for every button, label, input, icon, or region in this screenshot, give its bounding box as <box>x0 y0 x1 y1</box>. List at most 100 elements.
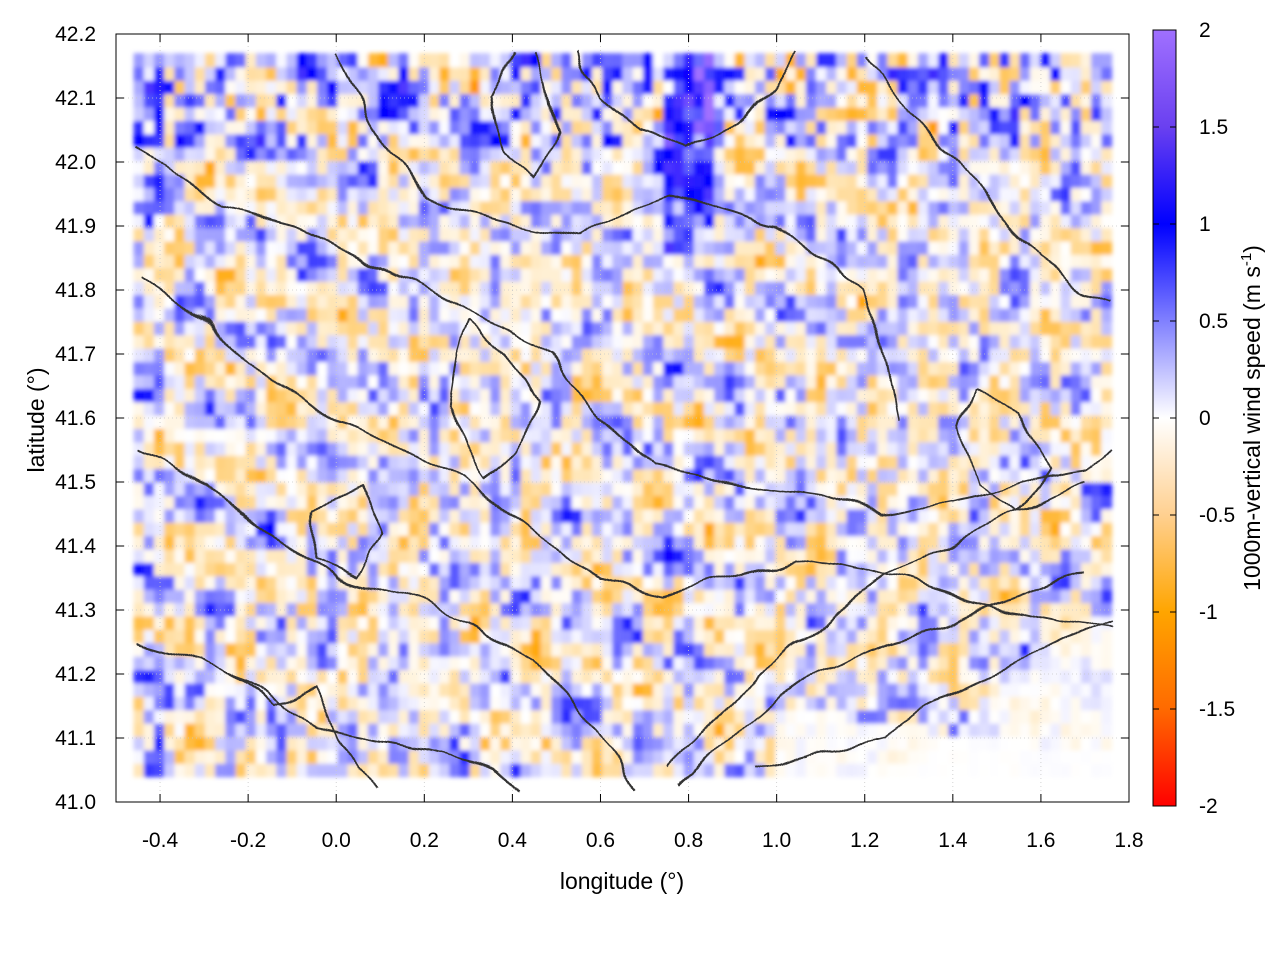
heatmap-cell <box>296 213 308 229</box>
heatmap-cell <box>734 508 746 523</box>
heatmap-cell <box>1060 521 1072 537</box>
heatmap-cell <box>428 441 440 456</box>
heatmap-cell <box>602 548 614 563</box>
heatmap-cell <box>612 294 624 309</box>
heatmap-cell <box>785 133 797 148</box>
heatmap-cell <box>469 414 481 429</box>
heatmap-cell <box>989 401 1001 416</box>
heatmap-cell <box>561 294 573 309</box>
heatmap-cell <box>978 334 990 349</box>
heatmap-cell <box>938 294 950 309</box>
heatmap-cell <box>337 321 349 336</box>
heatmap-cell <box>816 106 828 121</box>
heatmap-cell <box>602 655 614 671</box>
heatmap-cell <box>663 133 675 148</box>
heatmap-cell <box>153 562 165 577</box>
heatmap-cell <box>1029 495 1041 510</box>
heatmap-cell <box>958 495 970 510</box>
heatmap-cell <box>795 374 807 389</box>
heatmap-cell <box>1019 227 1031 242</box>
heatmap-cell <box>153 414 165 429</box>
heatmap-cell <box>164 722 176 738</box>
heatmap-cell <box>398 307 410 322</box>
heatmap-cell <box>194 682 206 697</box>
heatmap-cell <box>1019 213 1031 229</box>
heatmap-cell <box>479 307 491 322</box>
heatmap-cell <box>357 280 369 296</box>
heatmap-cell <box>642 749 654 764</box>
heatmap-cell <box>826 669 838 684</box>
heatmap-cell <box>999 361 1011 376</box>
heatmap-cell <box>1080 615 1092 630</box>
heatmap-cell <box>693 133 705 148</box>
heatmap-cell <box>948 93 960 108</box>
heatmap-cell <box>561 629 573 644</box>
heatmap-cell <box>408 401 420 416</box>
heatmap-cell <box>520 173 532 188</box>
heatmap-cell <box>1060 173 1072 188</box>
heatmap-cell <box>622 468 634 483</box>
heatmap-cell <box>215 213 227 229</box>
heatmap-cell <box>877 160 889 175</box>
heatmap-cell <box>184 388 196 403</box>
heatmap-cell <box>1091 79 1102 95</box>
heatmap-cell <box>978 280 990 296</box>
heatmap-cell <box>805 307 817 322</box>
heatmap-cell <box>785 615 797 630</box>
heatmap-cell <box>1019 535 1031 550</box>
heatmap-cell <box>714 334 726 349</box>
heatmap-cell <box>500 213 512 229</box>
heatmap-cell <box>826 213 838 229</box>
heatmap-cell <box>1019 267 1031 282</box>
heatmap-cell <box>479 160 491 175</box>
heatmap-cell <box>734 347 746 363</box>
heatmap-cell <box>581 629 593 644</box>
heatmap-cell <box>164 481 176 496</box>
heatmap-cell <box>245 187 257 202</box>
heatmap-cell <box>327 481 339 496</box>
heatmap-cell <box>296 521 308 537</box>
heatmap-cell <box>194 388 206 403</box>
heatmap-cell <box>225 481 237 496</box>
heatmap-cell <box>978 79 990 95</box>
heatmap-cell <box>337 307 349 322</box>
heatmap-cell <box>357 388 369 403</box>
heatmap-cell <box>673 93 685 108</box>
heatmap-cell <box>316 280 328 296</box>
heatmap-cell <box>449 709 461 724</box>
heatmap-cell <box>490 240 502 255</box>
heatmap-cell <box>245 200 257 215</box>
heatmap-cell <box>663 361 675 376</box>
heatmap-cell <box>490 347 502 363</box>
heatmap-cell <box>255 682 267 697</box>
heatmap-cell <box>1040 173 1052 188</box>
heatmap-cell <box>917 441 929 456</box>
heatmap-cell <box>551 160 563 175</box>
heatmap-cell <box>255 562 267 577</box>
heatmap-cell <box>734 374 746 389</box>
heatmap-cell <box>276 361 288 376</box>
heatmap-cell <box>999 321 1011 336</box>
heatmap-cell <box>703 254 715 269</box>
heatmap-cell <box>367 347 379 363</box>
heatmap-cell <box>1091 454 1102 470</box>
heatmap-cell <box>612 200 624 215</box>
heatmap-cell <box>602 763 614 778</box>
heatmap-cell <box>714 133 726 148</box>
heatmap-cell <box>215 120 227 135</box>
heatmap-cell <box>398 575 410 590</box>
heatmap-cell <box>316 374 328 389</box>
heatmap-cell <box>805 588 817 604</box>
heatmap-cell <box>337 200 349 215</box>
heatmap-cell <box>388 696 400 711</box>
heatmap-cell <box>622 722 634 738</box>
heatmap-cell <box>245 307 257 322</box>
heatmap-cell <box>744 535 756 550</box>
heatmap-cell <box>164 267 176 282</box>
heatmap-cell <box>693 334 705 349</box>
heatmap-cell <box>958 481 970 496</box>
heatmap-cell <box>805 508 817 523</box>
heatmap-cell <box>316 709 328 724</box>
heatmap-cell <box>174 106 186 121</box>
heatmap-cell <box>1050 414 1062 429</box>
